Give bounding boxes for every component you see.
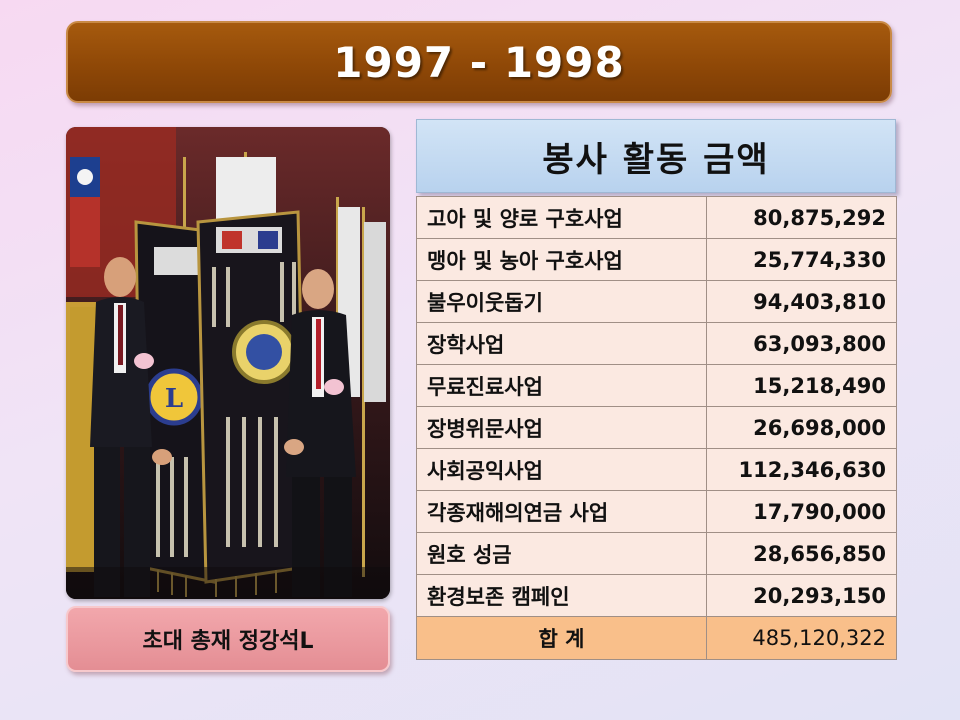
table-row: 환경보존 캠페인 20,293,150	[416, 574, 897, 617]
row-amount: 15,218,490	[706, 364, 897, 407]
table-header-title: 봉사 활동 금액	[542, 139, 770, 180]
row-name: 불우이웃돕기	[416, 280, 707, 323]
row-name: 장병위문사업	[416, 406, 707, 449]
row-name: 장학사업	[416, 322, 707, 365]
row-amount: 17,790,000	[706, 490, 897, 533]
slide-title: 1997 - 1998	[333, 37, 625, 87]
table-row: 장병위문사업 26,698,000	[416, 406, 897, 449]
row-name: 무료진료사업	[416, 364, 707, 407]
row-name: 원호 성금	[416, 532, 707, 575]
row-amount: 112,346,630	[706, 448, 897, 491]
row-amount: 20,293,150	[706, 574, 897, 617]
row-name: 사회공익사업	[416, 448, 707, 491]
row-amount: 94,403,810	[706, 280, 897, 323]
table-row: 맹아 및 농아 구호사업 25,774,330	[416, 238, 897, 281]
row-amount: 28,656,850	[706, 532, 897, 575]
ceremony-photo: L	[66, 127, 390, 599]
row-amount: 25,774,330	[706, 238, 897, 281]
photo-caption: 초대 총재 정강석L	[142, 629, 314, 654]
caption-box: 초대 총재 정강석L	[66, 606, 390, 672]
row-name: 환경보존 캠페인	[416, 574, 707, 617]
row-amount: 80,875,292	[706, 196, 897, 239]
service-amount-table: 고아 및 양로 구호사업 80,875,292 맹아 및 농아 구호사업 25,…	[416, 196, 897, 660]
table-total-row: 합 계 485,120,322	[416, 616, 897, 660]
row-name: 각종재해의연금 사업	[416, 490, 707, 533]
table-row: 불우이웃돕기 94,403,810	[416, 280, 897, 323]
total-label: 합 계	[416, 616, 707, 660]
table-row: 각종재해의연금 사업 17,790,000	[416, 490, 897, 533]
title-bar: 1997 - 1998	[66, 21, 892, 103]
row-amount: 26,698,000	[706, 406, 897, 449]
row-name: 고아 및 양로 구호사업	[416, 196, 707, 239]
table-header: 봉사 활동 금액	[416, 119, 896, 193]
table-row: 원호 성금 28,656,850	[416, 532, 897, 575]
table-row: 장학사업 63,093,800	[416, 322, 897, 365]
table-row: 고아 및 양로 구호사업 80,875,292	[416, 196, 897, 239]
row-name: 맹아 및 농아 구호사업	[416, 238, 707, 281]
total-amount: 485,120,322	[706, 616, 897, 660]
ceremony-photo-illustration: L	[66, 127, 390, 599]
table-row: 무료진료사업 15,218,490	[416, 364, 897, 407]
svg-text:L: L	[165, 384, 183, 414]
table-row: 사회공익사업 112,346,630	[416, 448, 897, 491]
row-amount: 63,093,800	[706, 322, 897, 365]
